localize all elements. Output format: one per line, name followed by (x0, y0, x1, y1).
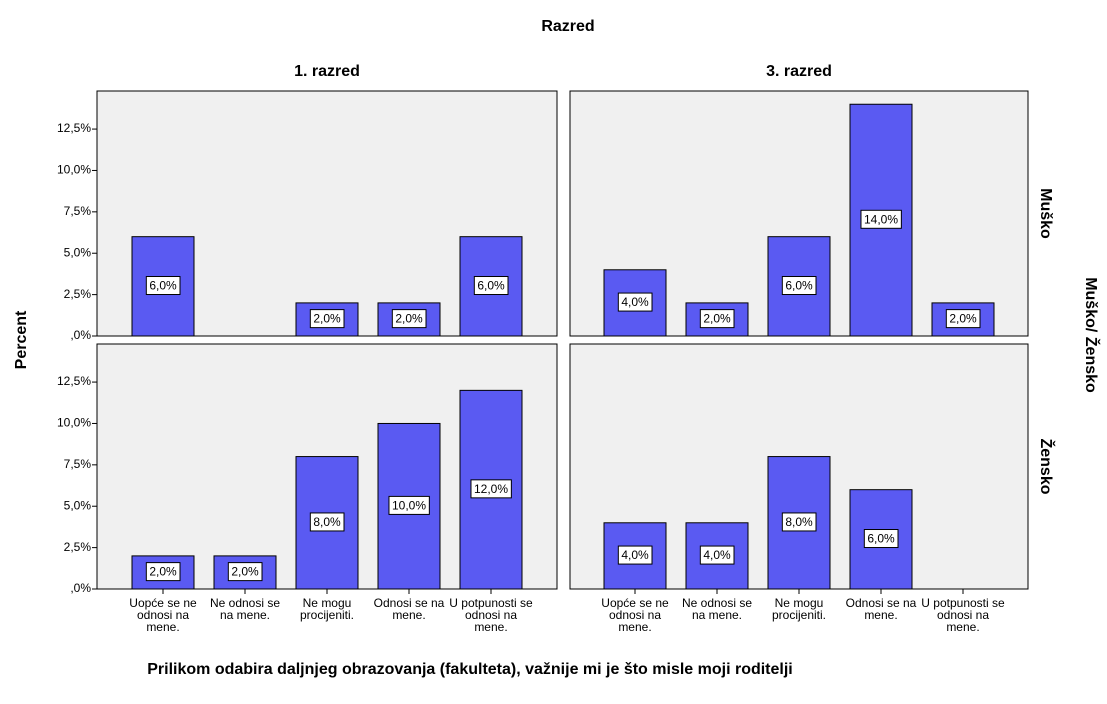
value-label: 6,0% (785, 279, 813, 293)
y-tick-label: 5,0% (64, 498, 92, 512)
y-tick-label: ,0% (70, 581, 91, 595)
value-label-box (617, 292, 653, 312)
y-tick-label: 10,0% (57, 163, 91, 177)
value-label-box (863, 529, 899, 549)
row-title: Žensko (1037, 438, 1056, 494)
value-label-box (145, 276, 181, 296)
y-tick-label: 2,5% (64, 540, 92, 554)
x-tick-label: Ne mogu procijeniti. (771, 596, 827, 622)
column-title: 3. razred (766, 63, 832, 80)
value-label-box (945, 309, 981, 329)
value-label: 2,0% (313, 312, 341, 326)
x-axis-title: Prilikom odabira daljnjeg obrazovanja (f… (147, 661, 793, 678)
value-label: 4,0% (703, 548, 731, 562)
value-label: 8,0% (313, 515, 341, 529)
value-label: 14,0% (864, 212, 898, 226)
bar (377, 302, 441, 337)
value-label: 2,0% (949, 312, 977, 326)
value-label-box (470, 479, 512, 499)
bar (767, 236, 831, 337)
value-label-box (860, 209, 902, 229)
value-label-box (145, 562, 181, 582)
row-facet-title: Muško/ Žensko (1082, 277, 1101, 393)
value-label-box (699, 309, 735, 329)
y-axis-title: Percent (13, 310, 30, 369)
value-label-box (617, 545, 653, 565)
value-label: 10,0% (392, 498, 426, 512)
value-label-box (781, 276, 817, 296)
y-tick-label: ,0% (70, 328, 91, 342)
value-label: 2,0% (395, 312, 423, 326)
value-label: 4,0% (621, 548, 649, 562)
value-label: 6,0% (477, 279, 505, 293)
value-label: 2,0% (703, 312, 731, 326)
facet-title: Razred (541, 18, 594, 35)
value-label: 2,0% (149, 565, 177, 579)
y-tick-label: 2,5% (64, 287, 92, 301)
value-label-box (227, 562, 263, 582)
value-label: 6,0% (867, 532, 895, 546)
value-label-box (391, 309, 427, 329)
x-tick-label: Odnosi se na mene. (373, 596, 445, 622)
y-tick-label: 5,0% (64, 245, 92, 259)
row-title: Muško (1037, 188, 1054, 239)
value-label-box (309, 512, 345, 532)
x-tick-label: Ne odnosi se na mene. (681, 596, 753, 622)
value-label-box (473, 276, 509, 296)
y-tick-label: 7,5% (64, 457, 92, 471)
y-tick-label: 12,5% (57, 374, 91, 388)
column-title: 1. razred (294, 63, 360, 80)
value-label: 2,0% (231, 565, 259, 579)
value-label-box (309, 309, 345, 329)
x-tick-label: U potpunosti se odnosi na mene. (449, 596, 533, 634)
value-label: 12,0% (474, 482, 508, 496)
x-tick-label: U potpunosti se odnosi na mene. (921, 596, 1005, 634)
value-label: 6,0% (149, 279, 177, 293)
value-label-box (781, 512, 817, 532)
x-tick-label: Ne mogu procijeniti. (299, 596, 355, 622)
y-tick-label: 12,5% (57, 121, 91, 135)
y-tick-label: 7,5% (64, 204, 92, 218)
x-tick-label: Uopće se ne odnosi na mene. (601, 596, 669, 634)
value-label: 8,0% (785, 515, 813, 529)
x-tick-label: Odnosi se na mene. (845, 596, 917, 622)
value-label-box (388, 495, 430, 515)
value-label: 4,0% (621, 295, 649, 309)
x-tick-label: Ne odnosi se na mene. (209, 596, 281, 622)
value-label-box (699, 545, 735, 565)
x-tick-label: Uopće se ne odnosi na mene. (129, 596, 197, 634)
y-tick-label: 10,0% (57, 416, 91, 430)
